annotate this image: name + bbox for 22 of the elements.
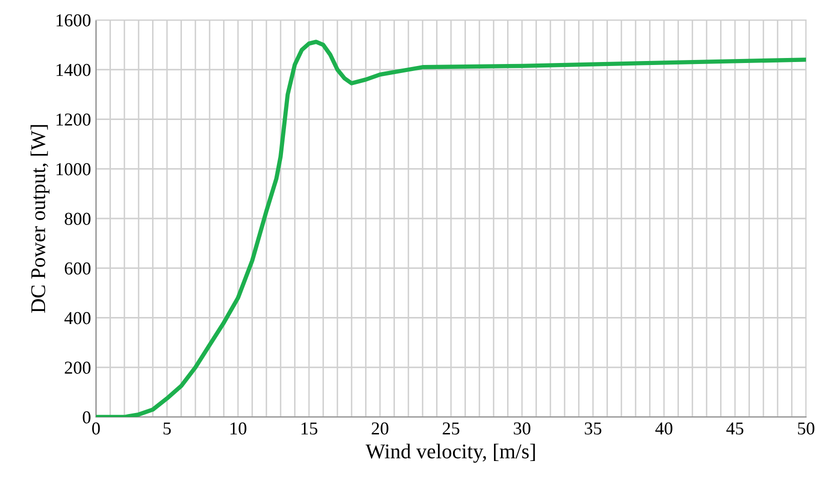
x-tick-label: 0 <box>92 422 100 435</box>
x-tick-label: 15 <box>302 422 318 435</box>
y-tick-label: 1400 <box>56 64 90 76</box>
x-tick-label: 25 <box>442 422 460 435</box>
y-tick-label: 1000 <box>56 163 90 176</box>
y-tick-label: 1200 <box>56 114 90 126</box>
x-tick-label: 45 <box>726 422 744 435</box>
x-tick-label: 50 <box>798 422 814 435</box>
x-axis-title: Wind velocity, [m/s] <box>366 444 535 463</box>
y-tick-label: 800 <box>64 212 90 225</box>
x-tick-label: 40 <box>655 422 672 435</box>
x-tick-label: 5 <box>164 422 171 435</box>
y-tick-label: 200 <box>64 362 90 374</box>
x-tick-label: 20 <box>372 422 388 435</box>
y-tick-label: 0 <box>82 411 90 424</box>
y-axis-title: DC Power output, [W] <box>30 125 50 313</box>
y-tick-label: 1600 <box>56 14 90 26</box>
y-tick-label: 400 <box>64 312 90 324</box>
x-tick-label: 35 <box>584 422 602 435</box>
x-tick-label: 10 <box>230 422 246 435</box>
x-tick-label: 30 <box>514 422 530 435</box>
y-tick-label: 600 <box>64 262 90 275</box>
